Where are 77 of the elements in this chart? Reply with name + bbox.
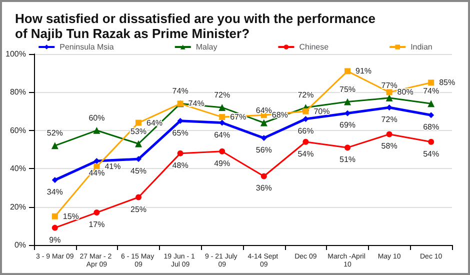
point xyxy=(135,140,142,148)
point xyxy=(51,142,58,150)
data-label: 75% xyxy=(339,84,356,94)
data-label: 48% xyxy=(172,160,188,170)
point xyxy=(219,148,226,154)
data-label: 45% xyxy=(130,166,147,176)
point xyxy=(177,150,184,156)
point xyxy=(218,104,226,111)
data-label: 69% xyxy=(339,120,356,130)
legend-label: Malay xyxy=(196,42,218,52)
point xyxy=(386,89,392,96)
point xyxy=(344,110,350,116)
point xyxy=(302,138,309,145)
data-label: 68% xyxy=(423,122,440,132)
point xyxy=(302,108,309,114)
data-label: 74% xyxy=(172,86,188,96)
point xyxy=(136,194,142,200)
point xyxy=(344,144,350,151)
y-tick-label: 20% xyxy=(10,202,26,212)
point xyxy=(93,126,100,134)
data-label: 51% xyxy=(339,155,356,164)
data-label: 34% xyxy=(46,188,63,197)
data-label: 64% xyxy=(256,106,272,115)
data-label: 91% xyxy=(356,66,372,76)
data-label: 66% xyxy=(298,126,314,136)
chart-title: How satisfied or dissatisfied are you with the performance of Najib Tun Razak as Prime Minister? xyxy=(15,11,376,41)
legend-label: Chinese xyxy=(299,42,330,52)
point xyxy=(260,119,268,126)
data-label: 56% xyxy=(256,146,272,155)
point xyxy=(52,213,58,220)
data-label: 41% xyxy=(104,162,121,172)
y-tick-label: 0% xyxy=(14,240,26,250)
legend-label: Peninsula Msia xyxy=(60,42,114,52)
data-label: 70% xyxy=(314,106,330,116)
data-label: 25% xyxy=(130,204,147,214)
data-label: 65% xyxy=(172,128,188,138)
point xyxy=(428,112,434,118)
data-label: 49% xyxy=(214,158,230,168)
point xyxy=(52,177,58,184)
data-label: 72% xyxy=(298,90,314,100)
data-label: 17% xyxy=(88,220,105,230)
data-label: 54% xyxy=(423,149,440,158)
y-tick-label: 40% xyxy=(10,164,26,174)
y-tick-label: 100% xyxy=(6,50,26,58)
point xyxy=(136,120,142,126)
point xyxy=(386,131,392,138)
data-label: 54% xyxy=(298,149,314,158)
point xyxy=(219,114,226,120)
y-tick-label: 60% xyxy=(10,126,26,135)
point xyxy=(344,68,350,74)
data-label: 72% xyxy=(214,90,230,100)
data-label: 53% xyxy=(130,126,147,136)
data-label: 58% xyxy=(381,142,398,151)
data-label: 72% xyxy=(381,114,398,124)
data-label: 85% xyxy=(439,78,456,88)
point xyxy=(94,164,100,170)
data-label: 60% xyxy=(88,113,105,122)
legend-label: Indian xyxy=(410,42,432,52)
point xyxy=(94,210,100,216)
point xyxy=(386,94,393,102)
data-label: 74% xyxy=(423,86,440,96)
point xyxy=(428,138,434,145)
point xyxy=(428,100,435,108)
point xyxy=(344,98,351,106)
data-label: 9% xyxy=(49,235,61,244)
data-label: 64% xyxy=(214,130,230,140)
data-label: 36% xyxy=(256,184,272,193)
point xyxy=(260,135,267,142)
y-tick-label: 80% xyxy=(10,88,26,97)
data-label: 80% xyxy=(397,88,414,97)
data-label: 15% xyxy=(62,212,79,221)
data-label: 77% xyxy=(381,80,398,90)
point xyxy=(52,224,58,231)
point xyxy=(428,80,434,86)
point xyxy=(260,173,267,180)
data-label: 52% xyxy=(46,128,63,138)
point xyxy=(302,116,309,122)
